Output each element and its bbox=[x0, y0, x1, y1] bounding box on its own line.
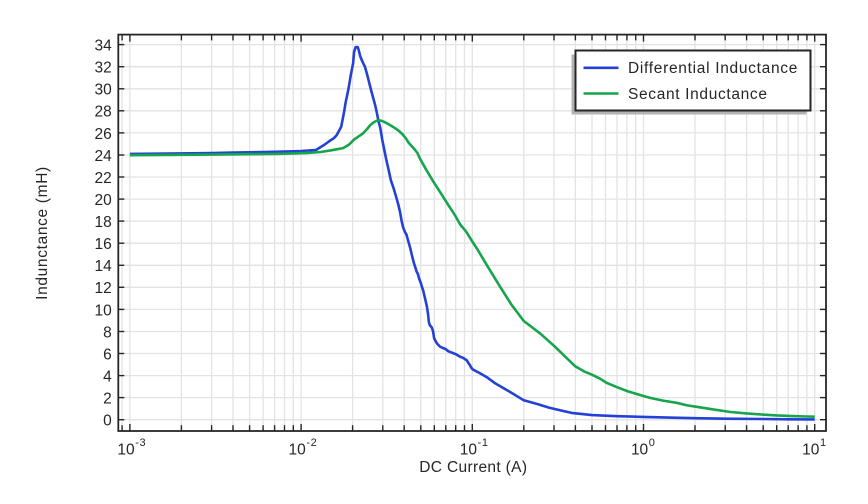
svg-text:1: 1 bbox=[820, 437, 827, 449]
svg-text:14: 14 bbox=[95, 258, 113, 275]
svg-text:10: 10 bbox=[802, 441, 820, 458]
svg-text:28: 28 bbox=[95, 104, 112, 121]
svg-text:-1: -1 bbox=[478, 437, 489, 449]
svg-text:24: 24 bbox=[95, 148, 113, 165]
svg-text:DC Current (A): DC Current (A) bbox=[419, 459, 527, 476]
svg-text:-3: -3 bbox=[135, 437, 146, 449]
svg-text:Indunctance (mH): Indunctance (mH) bbox=[34, 166, 51, 300]
svg-text:10: 10 bbox=[631, 441, 649, 458]
svg-text:Secant Inductance: Secant Inductance bbox=[628, 86, 768, 103]
svg-text:4: 4 bbox=[103, 369, 112, 386]
svg-text:10: 10 bbox=[460, 441, 478, 458]
svg-text:16: 16 bbox=[95, 236, 112, 253]
svg-text:20: 20 bbox=[95, 192, 113, 209]
svg-text:18: 18 bbox=[95, 214, 112, 231]
svg-text:8: 8 bbox=[103, 324, 112, 341]
svg-text:10: 10 bbox=[95, 302, 113, 319]
svg-text:-2: -2 bbox=[306, 437, 317, 449]
svg-text:6: 6 bbox=[103, 346, 112, 363]
svg-text:12: 12 bbox=[95, 280, 112, 297]
svg-text:22: 22 bbox=[95, 170, 112, 187]
svg-text:34: 34 bbox=[95, 38, 113, 55]
svg-text:10: 10 bbox=[289, 441, 307, 458]
svg-text:10: 10 bbox=[117, 441, 135, 458]
svg-text:32: 32 bbox=[95, 60, 112, 77]
svg-text:26: 26 bbox=[95, 126, 112, 143]
svg-text:0: 0 bbox=[103, 413, 112, 430]
svg-text:2: 2 bbox=[103, 391, 112, 408]
svg-text:0: 0 bbox=[649, 437, 656, 449]
svg-text:30: 30 bbox=[95, 82, 113, 99]
svg-text:Differential Inductance: Differential Inductance bbox=[628, 60, 798, 77]
